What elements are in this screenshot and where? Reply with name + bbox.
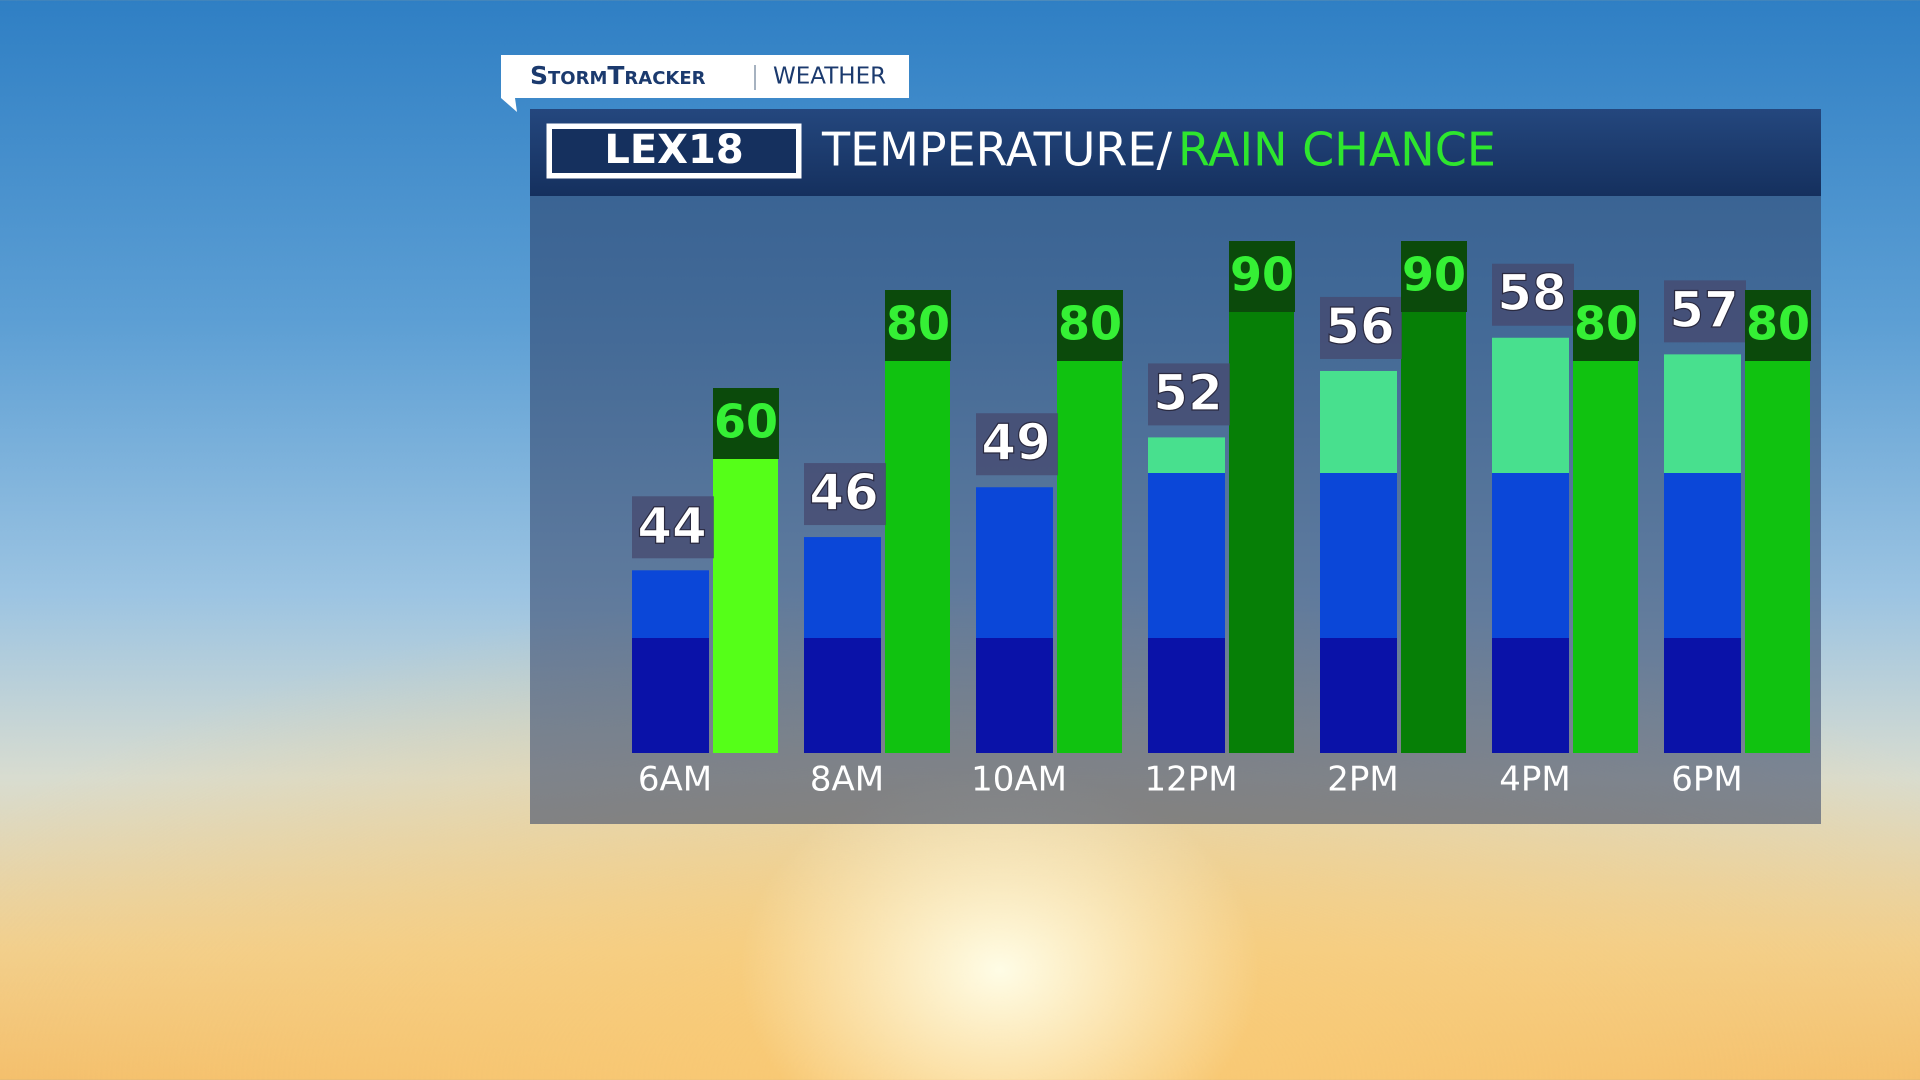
rain-label: 80: [1746, 297, 1810, 351]
x-tick-label: 12PM: [1144, 760, 1237, 800]
rain-label-box: [1745, 290, 1811, 361]
rain-label-box: [1057, 290, 1123, 361]
rain-label: 80: [1058, 297, 1122, 351]
rain-label: 90: [1402, 248, 1466, 302]
temperature-bar: [976, 487, 1053, 753]
temperature-label: 58: [1497, 264, 1567, 322]
x-tick-label: 6PM: [1671, 760, 1742, 800]
temperature-bar: [1492, 337, 1569, 753]
rain-label: 80: [886, 297, 950, 351]
logo-inner: [552, 129, 796, 173]
rain-bar: [713, 459, 778, 753]
x-tick-label: 2PM: [1327, 760, 1398, 800]
rain-bar: [1401, 312, 1466, 753]
temperature-label-box: [1148, 363, 1230, 426]
rain-bar: [1057, 361, 1122, 753]
temperature-bar: [1148, 437, 1225, 753]
temperature-label: 52: [1153, 364, 1223, 422]
rain-bar: [1573, 361, 1638, 753]
rain-label-box: [1401, 241, 1467, 312]
rain-label: 90: [1230, 248, 1294, 302]
temperature-label: 56: [1325, 297, 1395, 355]
x-tick-label: 10AM: [971, 760, 1067, 800]
temperature-bar: [1320, 370, 1397, 753]
plot: 44606AM46808AM498010AM529012PM56902PM588…: [632, 241, 1811, 800]
temperature-label-box: [632, 496, 714, 559]
temperature-label: 57: [1669, 281, 1739, 339]
temperature-label-box: [976, 413, 1058, 476]
temperature-label: 44: [637, 497, 707, 555]
tab: [501, 55, 909, 112]
temperature-label: 49: [981, 414, 1051, 472]
temperature-bar: [632, 570, 709, 753]
temperature-label-box: [1492, 263, 1574, 326]
temperature-bar: [1664, 354, 1741, 753]
tab-brand: StormTracker: [530, 61, 706, 90]
rain-label: 80: [1574, 297, 1638, 351]
temperature-label-box: [1664, 280, 1746, 343]
tab-section: WEATHER: [773, 64, 886, 90]
rain-label-box: [1229, 241, 1295, 312]
chart-title: TEMPERATURE/: [821, 123, 1172, 177]
temperature-label: 46: [809, 464, 879, 522]
temperature-label-box: [1320, 296, 1402, 359]
rain-label-box: [885, 290, 951, 361]
rain-label: 60: [714, 395, 778, 449]
rain-label-box: [1573, 290, 1639, 361]
x-tick-label: 8AM: [810, 760, 884, 800]
rain-bar: [1229, 312, 1294, 753]
logo: LEX18: [604, 127, 743, 173]
x-tick-label: 4PM: [1499, 760, 1570, 800]
rain-label-box: [713, 388, 779, 459]
rain-bar: [1745, 361, 1810, 753]
temperature-label-box: [804, 463, 886, 526]
chart-title-highlight: RAIN CHANCE: [1178, 123, 1496, 177]
temperature-bar: [804, 537, 881, 753]
rain-bar: [885, 361, 950, 753]
x-tick-label: 6AM: [638, 760, 712, 800]
